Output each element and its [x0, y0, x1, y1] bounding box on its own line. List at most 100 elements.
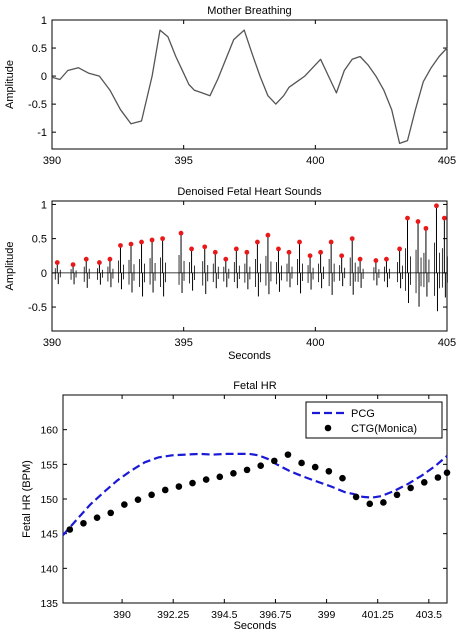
- peak-marker: [384, 256, 389, 262]
- peak-marker: [97, 260, 102, 265]
- plot-frame-1: [51, 19, 448, 150]
- peak-marker: [83, 256, 89, 262]
- peak-marker: [397, 246, 402, 252]
- ctg-point: [216, 473, 224, 481]
- x-tick-label-2: 390: [43, 337, 61, 349]
- peak-marker: [223, 256, 229, 262]
- peak-marker: [318, 249, 323, 255]
- peak-marker: [373, 258, 379, 263]
- peak-marker: [349, 236, 355, 242]
- peak-marker: [244, 249, 250, 255]
- x-axis-label-2: Seconds: [228, 350, 271, 362]
- ctg-point: [311, 463, 319, 471]
- peak-marker: [328, 239, 334, 245]
- peak-marker: [434, 203, 439, 209]
- peak-marker: [128, 241, 134, 247]
- legend-swatch-ctg: [324, 424, 332, 432]
- peak-marker: [265, 232, 271, 238]
- ctg-point: [202, 476, 210, 483]
- legend-label-pcg: PCG: [351, 408, 375, 420]
- ctg-point: [93, 514, 101, 522]
- ctg-point: [352, 493, 360, 501]
- breathing-line: [51, 29, 448, 145]
- peak-marker: [70, 262, 76, 268]
- x-tick-label-3: 394.5: [211, 609, 237, 621]
- peak-marker: [212, 249, 218, 255]
- ctg-point: [189, 479, 196, 487]
- ctg-point: [243, 466, 251, 474]
- ctg-point: [420, 479, 428, 486]
- peak-marker: [357, 256, 363, 262]
- x-tick-label-1: 400: [306, 155, 324, 167]
- y-tick-label-1: 1: [41, 15, 47, 27]
- ctg-point: [366, 500, 374, 508]
- peak-marker: [233, 246, 239, 252]
- ctg-point: [66, 526, 74, 533]
- x-tick-label-3: 392.25: [157, 609, 189, 621]
- ctg-point: [380, 499, 387, 506]
- ctg-point: [80, 519, 87, 527]
- x-tick-label-3: 401.25: [362, 609, 394, 621]
- ctg-point: [107, 509, 115, 517]
- chart-title-1: Mother Breathing: [207, 5, 291, 17]
- y-axis-label-1: Amplitude: [4, 60, 16, 109]
- y-tick-label-3: 135: [40, 598, 58, 610]
- y-tick-label-2: -0.5: [28, 302, 47, 314]
- y-tick-label-2: 0.5: [32, 234, 47, 246]
- peak-marker: [189, 246, 194, 252]
- heart-sound-bursts: [54, 203, 448, 312]
- x-tick-label-3: 396.75: [259, 609, 291, 621]
- peak-marker: [415, 219, 421, 224]
- x-tick-label-2: 400: [306, 337, 324, 349]
- peak-marker: [118, 243, 123, 248]
- peak-marker: [307, 253, 313, 259]
- chart-title-3: Fetal HR: [233, 380, 276, 392]
- plot-frame-2: [51, 200, 448, 332]
- y-tick-label-2: 1: [41, 199, 47, 211]
- peak-marker: [441, 215, 447, 221]
- peak-marker: [54, 260, 60, 265]
- ctg-point: [175, 483, 183, 490]
- x-tick-label-3: 403.5: [416, 609, 442, 621]
- peak-marker: [202, 244, 208, 250]
- x-tick-label-1: 395: [174, 155, 192, 167]
- ctg-markers: [66, 451, 451, 533]
- ctg-point: [284, 451, 292, 458]
- x-tick-label-1: 390: [43, 155, 61, 167]
- peak-marker: [286, 249, 292, 255]
- ctg-point: [434, 474, 442, 481]
- peak-marker: [178, 230, 184, 236]
- ctg-point: [325, 467, 333, 475]
- peak-marker: [276, 246, 281, 252]
- y-tick-label-1: 0: [41, 71, 47, 83]
- peak-marker: [339, 253, 345, 259]
- ctg-point: [298, 459, 305, 467]
- ctg-point: [443, 469, 451, 476]
- x-axis-label-3: Seconds: [234, 620, 277, 632]
- x-tick-label-3: 390: [113, 609, 131, 621]
- ctg-point: [148, 491, 155, 499]
- y-tick-label-2: 0: [41, 268, 47, 280]
- ctg-point: [134, 496, 142, 503]
- x-tick-label-1: 405: [438, 155, 456, 167]
- peak-marker: [423, 225, 429, 231]
- ctg-point: [407, 484, 414, 492]
- pcg-line: [62, 452, 448, 536]
- ctg-point: [121, 501, 128, 508]
- ctg-point: [393, 491, 401, 499]
- peak-marker: [297, 239, 302, 245]
- peak-marker: [149, 237, 155, 243]
- y-tick-label-3: 145: [40, 529, 58, 541]
- y-axis-label-3: Fetal HR (BPM): [21, 460, 33, 538]
- x-tick-label-3: 399: [318, 609, 336, 621]
- peak-marker: [255, 239, 260, 245]
- x-tick-label-2: 395: [174, 337, 192, 349]
- y-tick-label-3: 155: [40, 459, 58, 471]
- peak-marker: [160, 236, 166, 242]
- y-tick-label-3: 150: [40, 494, 58, 506]
- y-tick-label-1: 0.5: [32, 43, 47, 55]
- x-tick-label-2: 405: [438, 337, 456, 349]
- ctg-point: [271, 457, 278, 465]
- peak-marker: [405, 215, 410, 221]
